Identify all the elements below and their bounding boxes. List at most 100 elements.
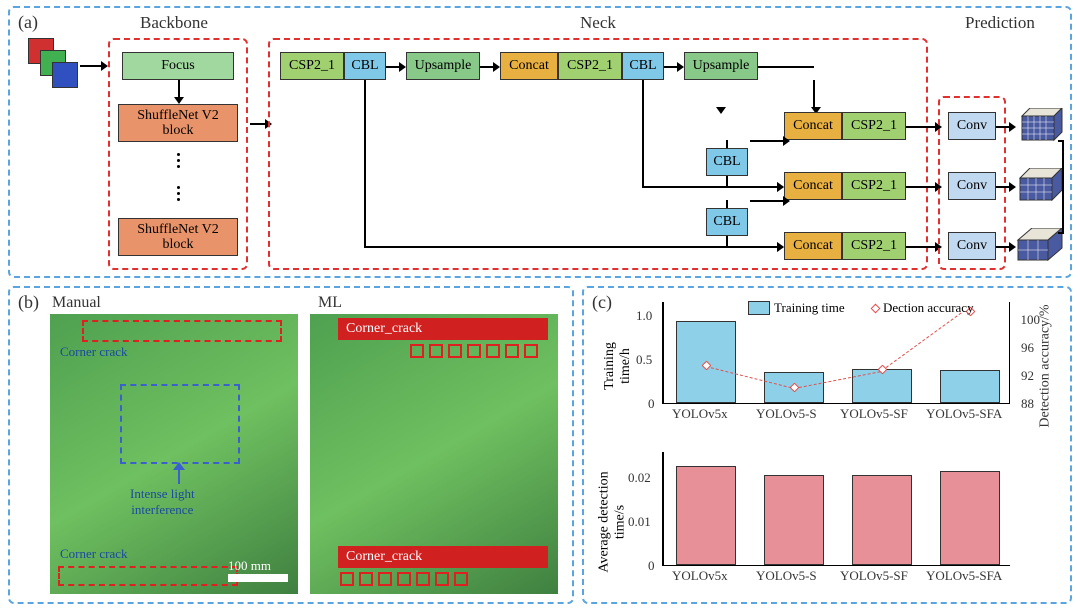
arrow — [1062, 140, 1064, 232]
csp-4: CSP2_1 — [842, 172, 906, 200]
arrow — [80, 65, 102, 67]
cbl-4: CBL — [706, 208, 748, 236]
xcb3: YOLOv5-SF — [840, 568, 908, 584]
shuffle-block-2: ShuffleNet V2 block — [118, 218, 238, 256]
focus-block: Focus — [122, 52, 234, 80]
legend-line-text: Dection accuracy — [883, 300, 974, 316]
shuffle-block-1: ShuffleNet V2 block — [118, 104, 238, 142]
light-label: Intense light interference — [130, 486, 195, 518]
arrow — [906, 246, 936, 248]
arrow — [726, 200, 728, 208]
bar-4 — [940, 370, 1000, 403]
panel-b: (b) Manual ML Corner crack Intense light… — [8, 286, 574, 604]
panel-c: (c) 0 0.5 1.0 88 92 96 100 YOLOv5x YOLOv… — [582, 286, 1072, 604]
ylab-left-top: Training time/h — [602, 342, 634, 390]
yt1r: 92 — [1021, 368, 1034, 384]
ml-crack-top: Corner_crack — [338, 318, 548, 340]
arrow — [1058, 140, 1064, 142]
xc2: YOLOv5-S — [756, 406, 817, 422]
arrow — [720, 80, 722, 108]
barb-3 — [852, 475, 912, 565]
arrow — [178, 80, 180, 98]
arrow — [250, 123, 266, 125]
arrow — [996, 126, 1010, 128]
xc3: YOLOv5-SF — [840, 406, 908, 422]
yt2l: 1.0 — [636, 308, 652, 324]
ml-photo: Corner_crack Corner_crack — [310, 314, 558, 594]
ytb2: 0.02 — [628, 470, 651, 486]
manual-label: Manual — [52, 294, 101, 312]
cbl-2: CBL — [622, 52, 664, 80]
arrow — [906, 126, 936, 128]
arrow — [364, 80, 366, 246]
corner-crack-top-box — [82, 320, 282, 342]
top-chart: 0 0.5 1.0 88 92 96 100 YOLOv5x YOLOv5-S … — [662, 302, 1010, 422]
light-arrowhead — [173, 462, 185, 470]
arrow — [642, 186, 778, 188]
arrow — [996, 246, 1010, 248]
ml-crack-bottom: Corner_crack — [338, 546, 548, 568]
dots — [177, 186, 180, 201]
panel-a-label: (a) — [18, 12, 38, 33]
light-box — [120, 384, 240, 464]
ml-label: ML — [318, 294, 342, 312]
csp-5: CSP2_1 — [842, 232, 906, 260]
barb-4 — [940, 471, 1000, 565]
csp-1: CSP2_1 — [280, 52, 344, 80]
bottom-chart: 0 0.01 0.02 YOLOv5x YOLOv5-S YOLOv5-SF Y… — [662, 444, 1010, 584]
panel-a: (a) Backbone Neck Prediction Focus Shuff… — [8, 6, 1072, 278]
panel-c-label: (c) — [592, 292, 612, 313]
corner-crack-bottom-box — [58, 566, 238, 586]
output-cube-1 — [1014, 108, 1070, 144]
barb-2 — [764, 475, 824, 565]
upsample-1: Upsample — [406, 52, 480, 80]
ml-crack-top-label: Corner_crack — [346, 321, 422, 337]
arrow — [642, 80, 644, 186]
arrow — [726, 140, 728, 148]
legend-line: Dection accuracy — [872, 300, 974, 316]
yt0l: 0 — [648, 396, 655, 412]
backbone-title: Backbone — [140, 13, 208, 33]
arrow — [386, 66, 400, 68]
line-seg-3 — [882, 312, 962, 370]
ml-teeth-bottom — [340, 572, 468, 586]
ylab-right-top: Detection accuracy/% — [1038, 304, 1054, 427]
y-axis-b — [662, 452, 664, 566]
prediction-title: Prediction — [965, 13, 1035, 33]
csp-2: CSP2_1 — [558, 52, 622, 80]
yt1l: 0.5 — [636, 352, 652, 368]
corner-crack-bottom: Corner crack — [60, 546, 128, 562]
cbl-3: CBL — [706, 148, 748, 176]
csp-3: CSP2_1 — [842, 112, 906, 140]
arrow — [1058, 232, 1064, 234]
y-axis-right — [1009, 302, 1011, 404]
neck-title: Neck — [580, 13, 616, 33]
conv-3: Conv — [948, 232, 996, 260]
ml-crack-bottom-label: Corner_crack — [346, 549, 422, 565]
conv-1: Conv — [948, 112, 996, 140]
corner-crack-top: Corner crack — [60, 344, 128, 360]
dots — [177, 153, 180, 168]
upsample-2: Upsample — [684, 52, 758, 80]
xcb4: YOLOv5-SFA — [926, 568, 1002, 584]
arrow — [906, 186, 936, 188]
ml-teeth-top — [410, 344, 538, 358]
arrow — [664, 66, 678, 68]
concat-3: Concat — [784, 172, 842, 200]
conv-2: Conv — [948, 172, 996, 200]
arrow — [750, 200, 784, 202]
barb-1 — [676, 466, 736, 565]
concat-1: Concat — [500, 52, 558, 80]
yt2r: 96 — [1021, 340, 1034, 356]
concat-2: Concat — [784, 112, 842, 140]
rgb-blue — [52, 62, 78, 88]
scale-bar — [228, 574, 288, 582]
arrow — [364, 246, 778, 248]
xcb1: YOLOv5x — [672, 568, 728, 584]
xcb2: YOLOv5-S — [756, 568, 817, 584]
legend-bar-text: Training time — [774, 300, 845, 316]
scale-label: 100 mm — [228, 558, 271, 574]
xc4: YOLOv5-SFA — [926, 406, 1002, 422]
arrow — [758, 66, 814, 68]
manual-photo: Corner crack Intense light interference … — [50, 314, 298, 594]
